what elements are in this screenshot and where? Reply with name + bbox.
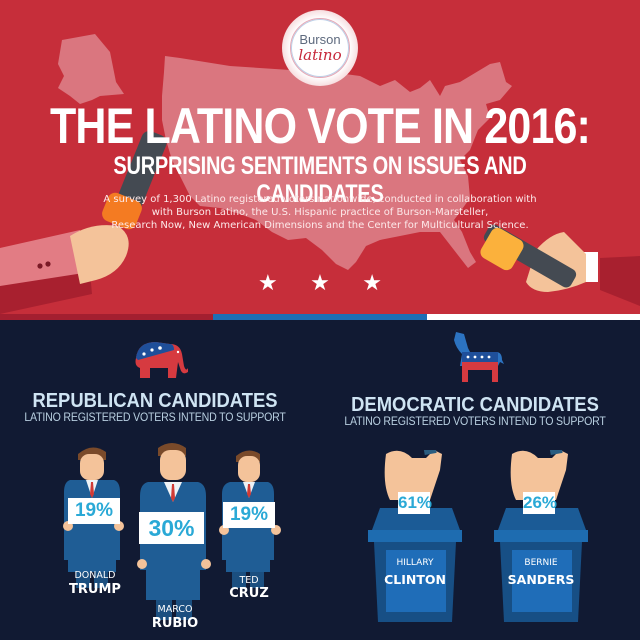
republican-title: REPUBLICAN CANDIDATES: [32, 390, 278, 412]
republican-subtitle: LATINO REGISTERED VOTERS INTEND TO SUPPO…: [24, 412, 286, 424]
donkey-icon: [454, 332, 504, 382]
logo-text-latino: latino: [298, 45, 342, 64]
description-line: A survey of 1,300 Latino registered vote…: [103, 194, 537, 205]
hero-banner: Burson latino THE LATINO VOTE IN 2016: S…: [0, 0, 640, 314]
ballot-boxes-illustration: [368, 450, 588, 622]
left-microphone-icon: [0, 131, 167, 314]
ballot-box-clinton: [368, 450, 462, 622]
clinton-first-name: HILLARY: [396, 558, 434, 568]
sanders-last-name: SANDERS: [507, 572, 575, 587]
rubio-last-name: RUBIO: [151, 616, 199, 631]
page-subtitle: SURPRISING SENTIMENTS ON ISSUES AND CAND…: [113, 152, 527, 208]
trump-last-name: TRUMP: [69, 582, 121, 597]
divider-stripe-red: [0, 314, 213, 320]
star-icon: ★: [258, 270, 278, 295]
elephant-icon: [135, 342, 188, 378]
survey-description: A survey of 1,300 Latino registered vote…: [70, 193, 570, 232]
description-line: with Burson Latino, the U.S. Hispanic pr…: [151, 207, 489, 218]
clinton-last-name: CLINTON: [384, 572, 446, 587]
rubio-first-name: MARCO: [157, 604, 193, 615]
page-title: THE LATINO VOTE IN 2016:: [49, 98, 591, 154]
divider-stripe-blue: [213, 314, 427, 320]
divider-stripe-white: [427, 314, 640, 320]
description-line: Research Now, New American Dimensions an…: [111, 220, 529, 231]
democratic-title: DEMOCRATIC CANDIDATES: [351, 394, 599, 416]
star-icon: ★: [310, 270, 330, 295]
sanders-percent-ballot: 26%: [523, 492, 558, 514]
logo-ring: [290, 18, 350, 78]
candidates-section: REPUBLICAN CANDIDATES LATINO REGISTERED …: [0, 320, 640, 640]
burson-latino-logo: Burson latino: [282, 10, 358, 86]
cruz-last-name: CRUZ: [229, 586, 269, 601]
trump-percent-sign: 19%: [68, 498, 120, 524]
cruz-percent-sign: 19%: [223, 502, 275, 528]
us-map-icon: [58, 34, 512, 270]
stars-row: ★ ★ ★: [258, 272, 382, 294]
ballot-box-sanders: [494, 450, 588, 622]
trump-first-name: DONALD: [74, 570, 116, 581]
rubio-percent-sign: 30%: [139, 512, 204, 544]
cruz-first-name: TED: [239, 575, 259, 586]
clinton-percent-ballot: 61%: [398, 492, 433, 514]
logo-text-burson: Burson: [299, 31, 341, 47]
right-microphone-icon: [480, 224, 640, 306]
democratic-subtitle: LATINO REGISTERED VOTERS INTEND TO SUPPO…: [344, 416, 606, 428]
star-icon: ★: [362, 270, 382, 295]
sanders-first-name: BERNIE: [524, 558, 558, 568]
